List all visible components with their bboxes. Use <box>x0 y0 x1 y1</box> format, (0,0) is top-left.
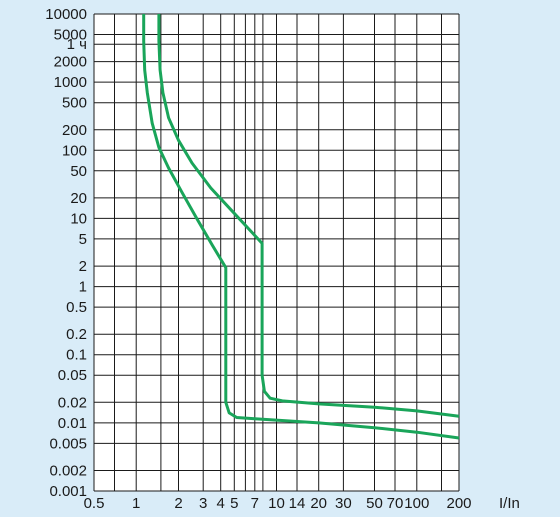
trip-curve-1 <box>142 14 460 440</box>
x-axis-labels: 0.5 1 2 3 4 5 7 10 14 20 30 50 70 100 200 <box>84 495 472 512</box>
y-tick-label: 1 <box>79 279 87 296</box>
y-tick-label: 200 <box>62 122 87 139</box>
x-tick-label: 100 <box>404 495 429 512</box>
y-tick-label: 0.5 <box>66 299 87 316</box>
x-tick-label: 0.5 <box>84 495 105 512</box>
x-tick-label: 7 <box>251 495 259 512</box>
x-tick-label: 3 <box>199 495 207 512</box>
y-tick-label: 0.02 <box>58 394 87 411</box>
y-tick-label: 0.01 <box>58 415 87 432</box>
y-tick-label: 0.1 <box>66 347 87 364</box>
x-tick-label: 20 <box>310 495 327 512</box>
y-tick-label: 2000 <box>54 54 87 71</box>
y-tick-label: 1000 <box>54 74 87 91</box>
y-tick-label: 1 ч <box>67 36 87 53</box>
y-tick-label: 2 <box>79 258 87 275</box>
series-layer <box>142 14 460 440</box>
x-tick-label: 4 <box>217 495 225 512</box>
x-tick-label: 14 <box>289 495 306 512</box>
y-tick-label: 5000 <box>54 27 87 44</box>
y-tick-label: 10 <box>70 210 87 227</box>
trip-curve-2 <box>157 14 460 418</box>
x-tick-label: 2 <box>174 495 182 512</box>
y-tick-label: 5 <box>79 231 87 248</box>
y-tick-label: 500 <box>62 95 87 112</box>
x-tick-label: 70 <box>387 495 404 512</box>
y-tick-label: 0.05 <box>58 367 87 384</box>
y-tick-label: 0.001 <box>49 483 87 500</box>
x-tick-label: 200 <box>446 495 471 512</box>
y-tick-label: 0.005 <box>49 435 87 452</box>
y-tick-label: 20 <box>70 190 87 207</box>
x-tick-label: 50 <box>366 495 383 512</box>
x-tick-label: 1 <box>132 495 140 512</box>
x-tick-label: 30 <box>335 495 352 512</box>
y-tick-label: 100 <box>62 142 87 159</box>
y-tick-label: 0.002 <box>49 463 87 480</box>
y-tick-label: 0.2 <box>66 326 87 343</box>
y-tick-label: 50 <box>70 163 87 180</box>
x-tick-label: 10 <box>268 495 285 512</box>
y-tick-label: 10000 <box>45 6 87 23</box>
x-axis-title: I/In <box>499 495 520 512</box>
x-tick-label: 5 <box>230 495 238 512</box>
